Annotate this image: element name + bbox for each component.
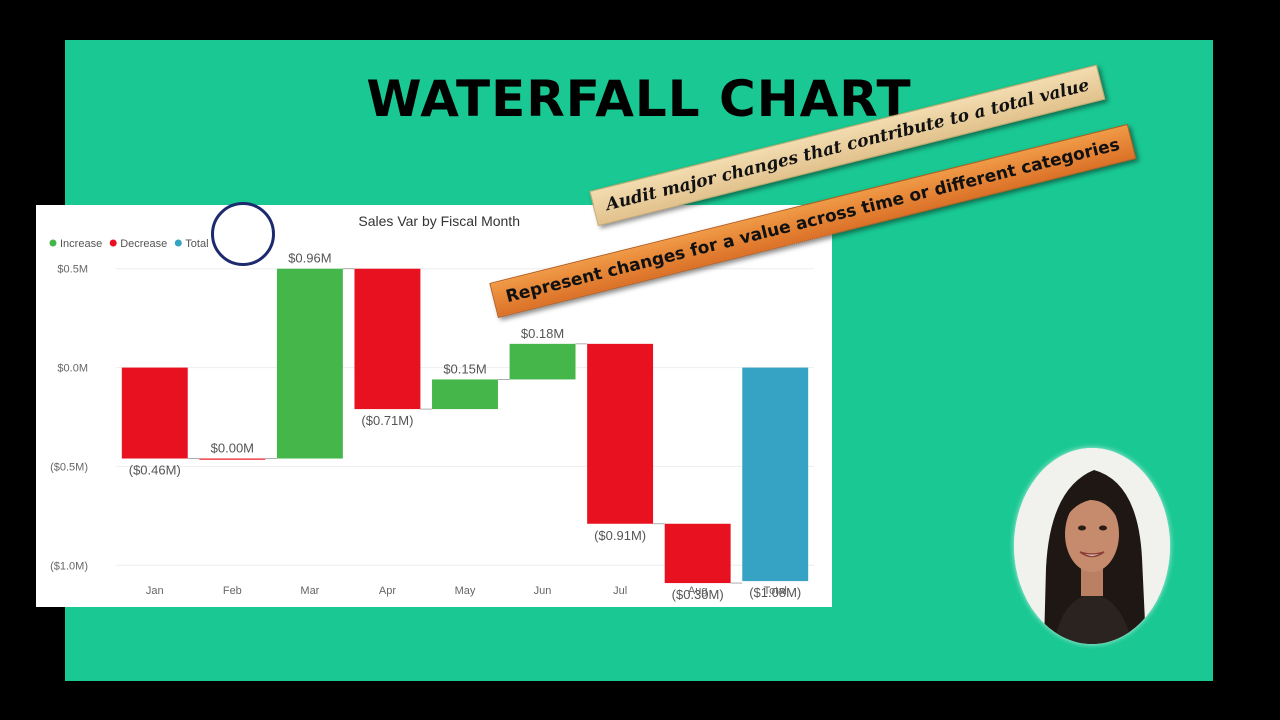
cursor-highlight-circle	[211, 202, 275, 266]
x-tick-label-mar: Mar	[300, 585, 319, 597]
chart-title: Sales Var by Fiscal Month	[358, 213, 520, 229]
chart-legend[interactable]: Increase Decrease Total	[49, 238, 209, 250]
legend-label-decrease: Decrease	[120, 238, 167, 250]
data-label-total: ($1.08M)	[749, 585, 801, 600]
data-label-may: $0.15M	[443, 361, 486, 376]
y-tick-label: ($0.5M)	[50, 461, 88, 473]
legend-label-increase: Increase	[60, 238, 102, 250]
waterfall-chart: Sales Var by Fiscal Month Increase Decrea…	[49, 213, 814, 602]
x-tick-label-feb: Feb	[223, 585, 242, 597]
bar-aug[interactable]	[664, 523, 731, 584]
x-tick-label-jul: Jul	[613, 585, 627, 597]
waterfall-chart-panel: Sales Var by Fiscal Month Increase Decrea…	[36, 205, 832, 607]
data-label-jul: ($0.91M)	[594, 528, 646, 543]
data-label-aug: ($0.30M)	[672, 587, 724, 602]
legend-marker-total	[174, 239, 182, 247]
gridlines	[116, 268, 814, 566]
presenter-avatar-icon	[1014, 448, 1170, 644]
legend-marker-decrease	[109, 239, 117, 247]
y-axis: $0.5M $0.0M ($0.5M) ($1.0M)	[50, 264, 88, 573]
x-tick-label-apr: Apr	[379, 585, 396, 597]
legend-label-total: Total	[185, 238, 208, 250]
presenter-video	[1014, 448, 1170, 644]
x-tick-label-total: Total	[764, 585, 787, 597]
bar-total[interactable]	[742, 367, 809, 582]
bar-may[interactable]	[432, 379, 498, 410]
data-label-apr: ($0.71M)	[361, 413, 413, 428]
y-tick-label: $0.5M	[57, 264, 88, 276]
data-label-jun: $0.18M	[521, 326, 564, 341]
slide-title: WATERFALL CHART	[366, 70, 912, 128]
bar-jun[interactable]	[509, 343, 576, 380]
data-label-feb: $0.00M	[211, 441, 254, 456]
bar-jul[interactable]	[587, 343, 654, 524]
data-labels: ($0.46M) $0.00M $0.96M ($0.71M) $0.15M $0.18M…	[129, 251, 801, 602]
bar-feb[interactable]	[199, 458, 266, 460]
y-tick-label: ($1.0M)	[50, 560, 88, 572]
bar-mar[interactable]	[276, 268, 343, 459]
y-tick-label: $0.0M	[57, 363, 88, 375]
data-label-jan: ($0.46M)	[129, 463, 181, 478]
x-tick-label-jan: Jan	[146, 585, 164, 597]
x-tick-label-aug: Aug	[688, 585, 708, 597]
x-tick-label-may: May	[455, 585, 476, 597]
bar-apr[interactable]	[354, 268, 421, 410]
bar-jan[interactable]	[121, 367, 188, 459]
legend-marker-increase	[49, 239, 57, 247]
x-axis: Jan Feb Mar Apr May Jun Jul Aug Total	[146, 585, 787, 597]
connectors	[187, 268, 743, 584]
bars	[121, 268, 809, 584]
x-tick-label-jun: Jun	[534, 585, 552, 597]
data-label-mar: $0.96M	[288, 251, 331, 266]
